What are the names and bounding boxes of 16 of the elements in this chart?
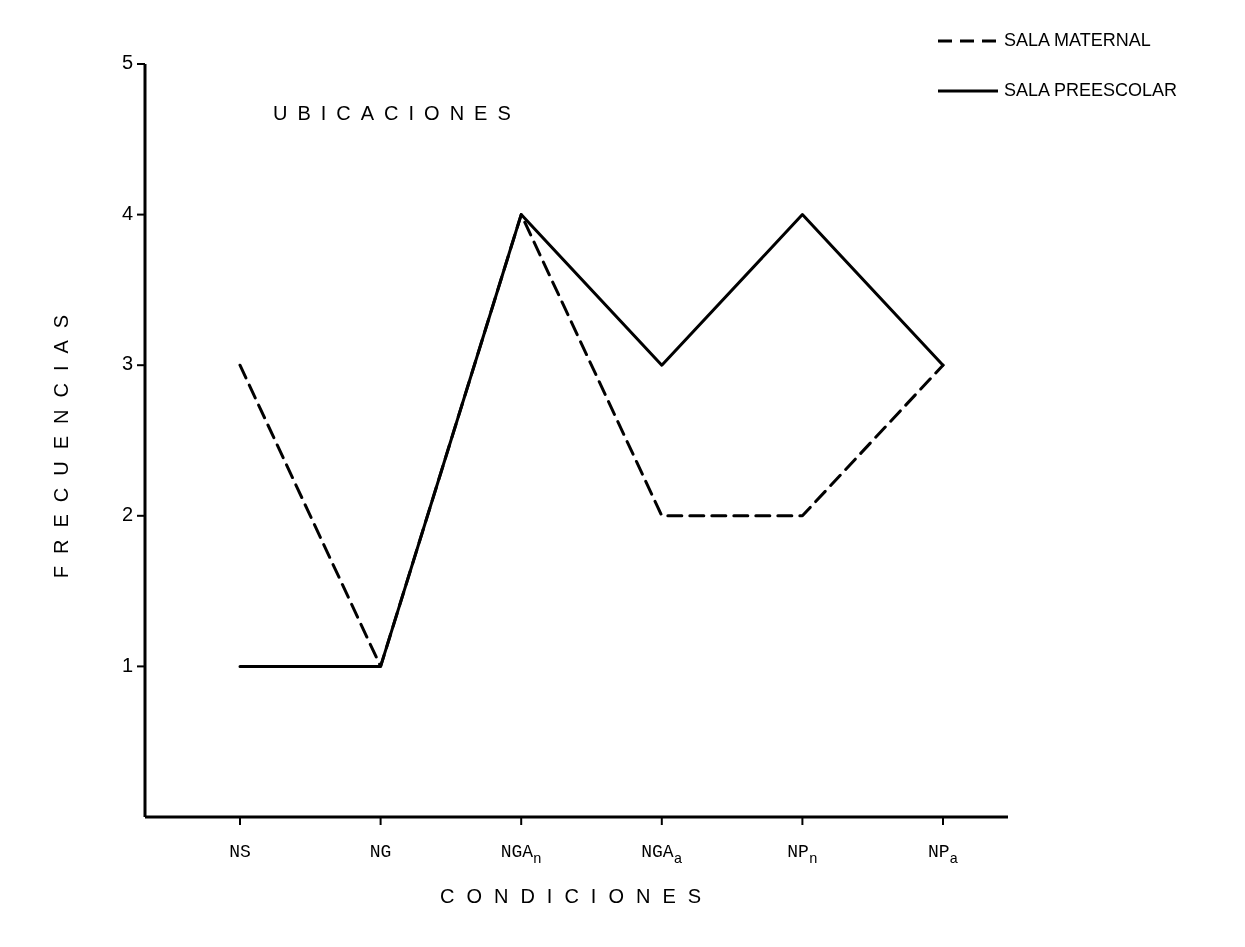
x-tick-label: NP$_{n}$ (787, 842, 818, 867)
y-tick-label: 3 (121, 352, 133, 375)
x-tick-label: NGA$_{a}$ (641, 842, 683, 867)
y-tick-label: 2 (121, 503, 133, 526)
x-tick-label: NGA$_{n}$ (500, 842, 542, 867)
y-axis-title: FRECUENCIAS (50, 302, 72, 579)
y-tick-label: 1 (121, 653, 133, 676)
x-tick-label: NG (369, 842, 392, 862)
x-tick-label: NP$_{a}$ (927, 842, 959, 867)
legend-label: SALA PREESCOLAR (1004, 79, 1178, 100)
x-axis-title: CONDICIONES (439, 885, 714, 907)
legend-label: SALA MATERNAL (1004, 29, 1151, 50)
x-tick-label: NS (229, 842, 251, 862)
y-tick-label: 5 (121, 51, 133, 74)
text: UBICACIONES (273, 102, 521, 124)
y-tick-label: 4 (121, 201, 133, 224)
